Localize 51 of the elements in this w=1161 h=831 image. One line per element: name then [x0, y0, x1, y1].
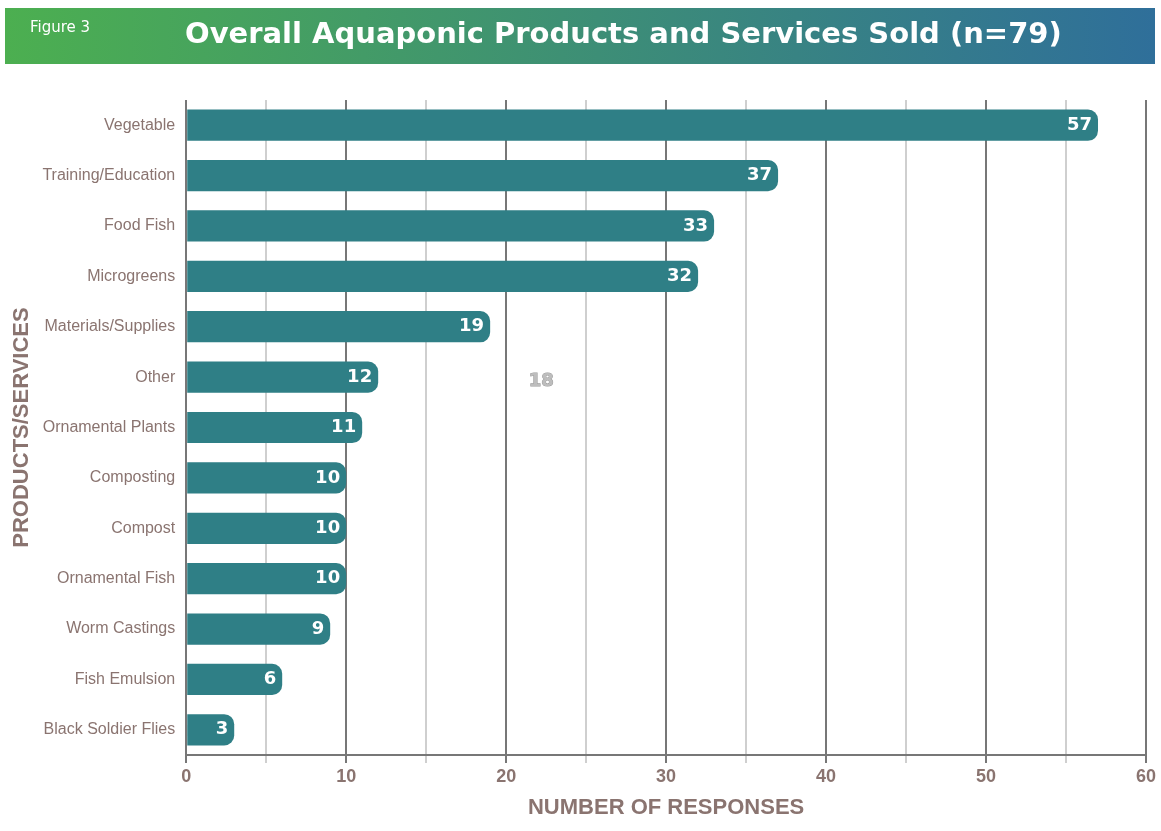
bar	[187, 361, 379, 393]
bar	[187, 663, 283, 696]
x-tick-label: 30	[656, 765, 677, 786]
bar	[187, 260, 699, 292]
y-tick-label: Materials/Supplies	[44, 317, 176, 335]
y-tick-label: Compost	[111, 518, 176, 536]
bar	[187, 159, 779, 192]
data-label: 10	[315, 566, 341, 588]
text: Figure 3	[30, 18, 91, 36]
data-label: 12	[347, 364, 373, 386]
y-tick-label: Microgreens	[87, 266, 176, 284]
data-label: 11	[331, 415, 357, 437]
y-axis-title: PRODUCTS/SERVICES	[8, 307, 34, 548]
x-tick-label: 60	[1135, 765, 1157, 786]
bar	[187, 714, 235, 746]
data-label: 32	[667, 264, 693, 286]
data-label: 10	[315, 515, 341, 537]
x-tick-label: 10	[336, 765, 357, 786]
bar	[187, 613, 331, 645]
x-axis-title: NUMBER OF RESPONSES	[527, 793, 805, 819]
data-label: 37	[747, 163, 773, 185]
x-tick-label: 50	[976, 765, 997, 786]
y-tick-label: Fish Emulsion	[74, 669, 176, 687]
y-tick-label: Black Soldier Flies	[43, 720, 176, 738]
bar	[187, 462, 347, 494]
bar	[187, 411, 363, 444]
y-tick-label: Vegetable	[104, 115, 176, 133]
y-tick-label: Training/Education	[42, 165, 176, 183]
y-tick-label: Worm Castings	[66, 619, 176, 637]
bar	[187, 512, 347, 544]
data-label: 10	[315, 465, 341, 487]
x-tick-label: 40	[816, 765, 837, 786]
data-label: 6	[263, 667, 277, 689]
y-tick-label: Other	[135, 367, 176, 385]
chart-title: Overall Aquaponic Products and Services Sold (n=79)	[185, 16, 1062, 50]
bar	[187, 210, 715, 242]
x-tick-label: 20	[496, 765, 517, 786]
x-tick-label: 0	[181, 765, 192, 786]
y-tick-label: Composting	[89, 468, 176, 486]
annotation: 18	[528, 369, 554, 391]
data-label: 57	[1066, 112, 1093, 134]
y-tick-label: Food Fish	[104, 216, 176, 234]
bar	[187, 563, 347, 595]
y-tick-label: Ornamental Fish	[56, 569, 176, 587]
bar	[187, 109, 1099, 141]
y-tick-label: Ornamental Plants	[42, 417, 176, 435]
data-label: 33	[683, 213, 709, 235]
data-label: 9	[311, 616, 325, 638]
data-label: 3	[215, 717, 229, 739]
data-label: 19	[459, 314, 485, 336]
bar	[187, 311, 491, 343]
